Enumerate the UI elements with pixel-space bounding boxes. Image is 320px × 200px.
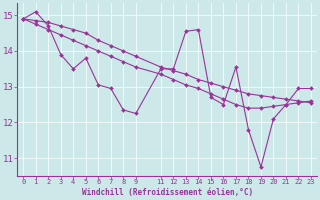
X-axis label: Windchill (Refroidissement éolien,°C): Windchill (Refroidissement éolien,°C) [82,188,253,197]
